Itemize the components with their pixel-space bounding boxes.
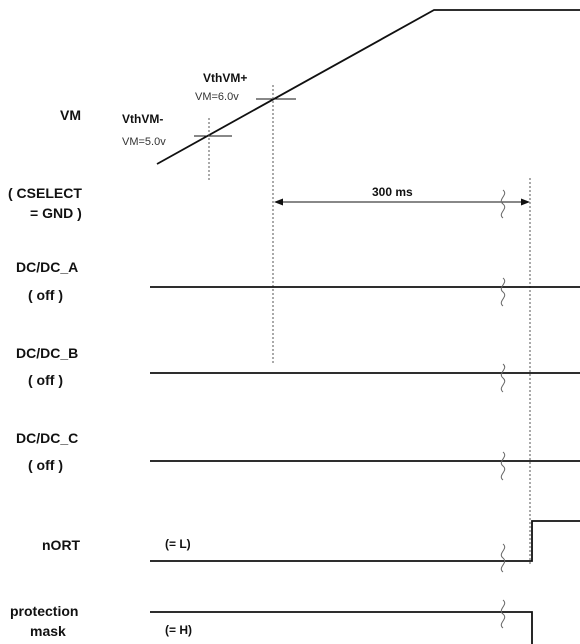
break-mark-dcdc-a: [500, 277, 506, 307]
label-dcdc-b-state: ( off ): [28, 372, 63, 388]
label-dcdc-c-state: ( off ): [28, 457, 63, 473]
vthvm-plus-value: VM=6.0v: [195, 91, 239, 103]
nort-waveform: [150, 520, 580, 562]
vthvm-plus-label: VthVM+: [203, 71, 247, 85]
label-dcdc-b: DC/DC_B: [16, 345, 78, 361]
delay-arrow-right-head: [521, 198, 530, 206]
label-vm: VM: [60, 107, 81, 123]
nort-initial-level: (= L): [165, 537, 191, 551]
label-dcdc-a-state: ( off ): [28, 287, 63, 303]
break-mark-dcdc-c: [500, 451, 506, 481]
break-mark-nort: [500, 543, 506, 573]
label-dcdc-a: DC/DC_A: [16, 259, 78, 275]
label-cselect-line1: ( CSELECT: [8, 185, 82, 201]
label-protection: protection: [10, 603, 78, 619]
vm-waveform: [156, 9, 580, 165]
label-nort: nORT: [42, 537, 81, 553]
label-cselect-line2: = GND ): [30, 205, 82, 221]
break-mark-mask: [500, 599, 506, 629]
vthvm-minus-label: VthVM-: [122, 112, 163, 126]
delay-arrow-left-head: [274, 198, 283, 206]
delay-label: 300 ms: [372, 185, 413, 199]
vthvm-minus-value: VM=5.0v: [122, 136, 166, 148]
label-dcdc-c: DC/DC_C: [16, 430, 78, 446]
break-mark-dcdc-b: [500, 363, 506, 393]
protection-mask-waveform: [150, 611, 533, 644]
break-mark-delay: [500, 189, 506, 219]
mask-initial-level: (= H): [165, 623, 192, 637]
label-mask: mask: [30, 623, 66, 639]
